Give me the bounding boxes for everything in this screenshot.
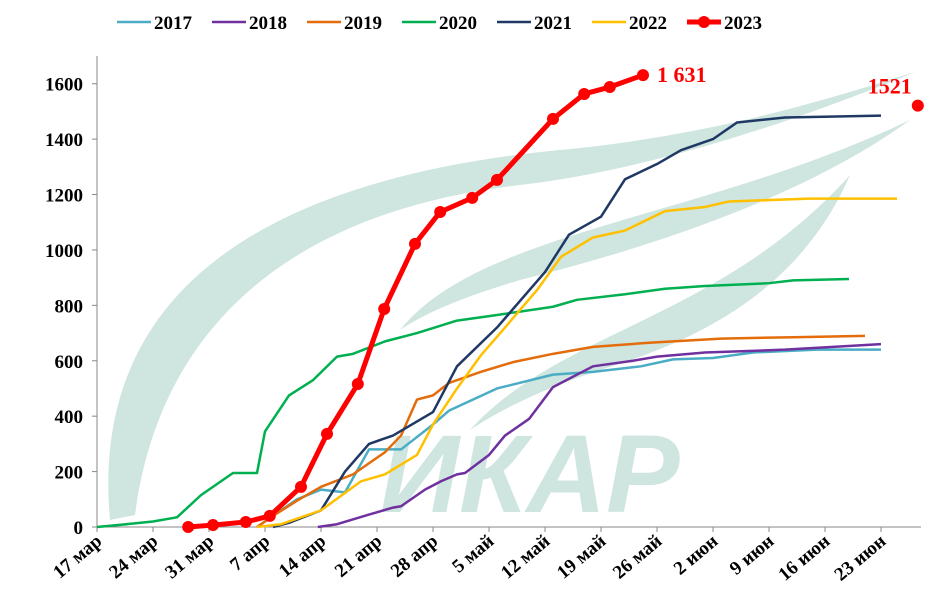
x-tick-label: 26 май [609,531,666,584]
y-tick-label: 0 [74,518,84,539]
legend-label: 2019 [344,13,382,34]
point [578,88,590,100]
x-tick-label: 2 июн [670,531,722,580]
y-tick-label: 800 [55,296,84,317]
y-tick-label: 1400 [45,130,83,151]
y-tick-label: 400 [55,407,84,428]
x-tick-label: 23 июн [831,531,891,586]
legend-marker [698,16,710,28]
point [378,303,390,315]
x-tick-label: 14 апр [275,531,330,582]
y-tick-label: 600 [55,352,84,373]
y-tick-label: 1600 [45,75,83,96]
y-tick-label: 1000 [45,241,83,262]
x-tick-label: 28 апр [387,531,442,582]
point [604,81,616,93]
y-tick-label: 1200 [45,186,83,207]
point [466,192,478,204]
point [240,516,252,528]
x-tick-label: 5 май [448,531,498,578]
legend-label: 2023 [724,13,762,34]
x-tick-label: 12 май [497,531,554,584]
annotation-label: 1521 [868,74,912,99]
point [637,69,649,81]
point [295,481,307,493]
point [434,206,446,218]
point [491,174,503,186]
point [182,521,194,533]
x-tick-label: 7 апр [226,531,274,576]
point [207,519,219,531]
x-tick-label: 9 июн [726,531,778,580]
legend-label: 2021 [534,13,572,34]
point [547,113,559,125]
chart: ИКАР 0200400600800100012001400160017 мар… [0,0,929,611]
legend-label: 2022 [629,13,667,34]
point [409,238,421,250]
x-tick-label: 21 апр [331,531,386,582]
legend-label: 2017 [154,13,193,34]
end-label: 1 631 [657,62,707,87]
annotation-point [912,100,924,112]
x-tick-label: 19 май [553,531,610,584]
legend-label: 2018 [249,13,287,34]
x-tick-label: 16 июн [775,531,835,586]
point [352,378,364,390]
x-tick-label: 24 мар [105,531,162,583]
point [321,428,333,440]
legend-label: 2020 [439,13,477,34]
point [264,510,276,522]
x-tick-label: 31 мар [161,531,218,583]
y-tick-label: 200 [55,463,84,484]
